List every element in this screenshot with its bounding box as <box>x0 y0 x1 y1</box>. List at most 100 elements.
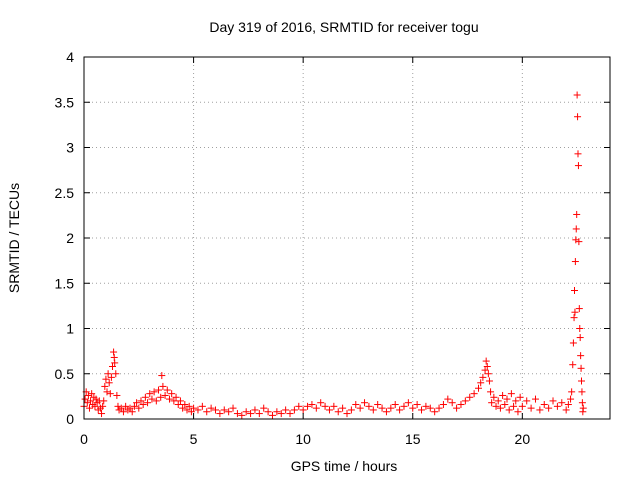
data-point <box>396 406 404 414</box>
data-point <box>88 390 96 398</box>
data-point <box>439 401 447 409</box>
data-point <box>484 370 492 378</box>
data-point <box>574 113 582 121</box>
data-point <box>482 357 490 365</box>
y-tick-label: 3.5 <box>55 94 75 110</box>
data-point <box>404 399 412 407</box>
data-point <box>572 236 580 244</box>
data-point <box>130 402 138 410</box>
data-point <box>570 314 578 322</box>
data-point <box>220 406 228 414</box>
data-point <box>148 395 156 403</box>
data-point <box>317 399 325 407</box>
data-point <box>155 386 163 394</box>
data-point <box>545 404 553 412</box>
plot-frame <box>83 56 611 420</box>
data-point <box>352 401 360 409</box>
y-tick-label: 1 <box>66 321 74 337</box>
data-point <box>457 401 465 409</box>
data-point <box>87 397 95 405</box>
data-point <box>490 393 498 401</box>
data-point <box>413 401 421 409</box>
data-point <box>578 399 586 407</box>
data-point <box>282 406 290 414</box>
data-point <box>103 388 111 396</box>
data-point <box>104 370 112 378</box>
data-point <box>466 393 474 401</box>
data-point <box>183 406 191 414</box>
data-point <box>273 408 281 416</box>
data-point <box>139 401 147 409</box>
data-point <box>185 402 193 410</box>
data-point <box>286 410 294 418</box>
data-point <box>216 410 224 418</box>
data-point <box>238 411 246 419</box>
data-point <box>312 404 320 412</box>
data-point <box>163 386 171 394</box>
y-tick-label: 3 <box>66 140 74 156</box>
data-point <box>126 404 134 412</box>
data-point <box>378 404 386 412</box>
data-point <box>268 411 276 419</box>
data-point <box>161 391 169 399</box>
data-point <box>334 408 342 416</box>
data-point <box>499 391 507 399</box>
data-point <box>158 372 166 380</box>
data-point <box>365 402 373 410</box>
data-point <box>531 395 539 403</box>
data-point <box>255 410 263 418</box>
data-point <box>572 225 580 233</box>
data-point <box>475 384 482 392</box>
data-point <box>575 238 583 246</box>
y-tick-label: 0.5 <box>55 366 75 382</box>
data-point <box>569 361 577 369</box>
y-tick-label: 0 <box>66 411 74 427</box>
y-tick-label: 2.5 <box>55 185 75 201</box>
data-point <box>100 397 108 405</box>
data-point <box>487 388 495 396</box>
data-point <box>242 408 250 416</box>
data-point <box>422 402 430 410</box>
grid <box>84 57 610 419</box>
data-point <box>304 402 312 410</box>
data-point <box>527 404 535 412</box>
data-point <box>99 402 107 410</box>
data-point <box>247 410 255 418</box>
data-point <box>400 402 408 410</box>
data-point <box>187 408 195 416</box>
data-point <box>277 410 285 418</box>
data-point <box>501 401 509 409</box>
x-tick-label: 10 <box>295 431 311 447</box>
data-point <box>321 402 329 410</box>
data-point <box>264 408 272 416</box>
data-point <box>409 404 417 412</box>
data-point <box>518 402 526 410</box>
data-point <box>470 390 478 398</box>
data-point <box>568 388 576 396</box>
data-point <box>330 402 338 410</box>
data-point <box>114 402 122 410</box>
data-point <box>81 395 89 403</box>
data-point <box>505 406 513 414</box>
data-point <box>157 393 165 401</box>
data-point <box>564 401 572 409</box>
data-point <box>553 402 561 410</box>
data-point <box>107 373 115 381</box>
data-point <box>137 397 145 405</box>
data-point <box>567 395 575 403</box>
data-point <box>141 393 149 401</box>
y-tick-label: 4 <box>66 49 74 65</box>
data-point <box>198 402 206 410</box>
data-point <box>570 286 578 294</box>
data-point <box>523 397 531 405</box>
data-point <box>479 373 487 381</box>
data-point <box>562 406 570 414</box>
data-point <box>150 388 158 396</box>
data-point <box>578 388 586 396</box>
data-point <box>573 91 581 99</box>
data-point <box>117 404 125 412</box>
data-point <box>391 401 399 409</box>
data-point <box>573 210 581 218</box>
data-point <box>233 410 241 418</box>
data-point <box>119 408 127 416</box>
